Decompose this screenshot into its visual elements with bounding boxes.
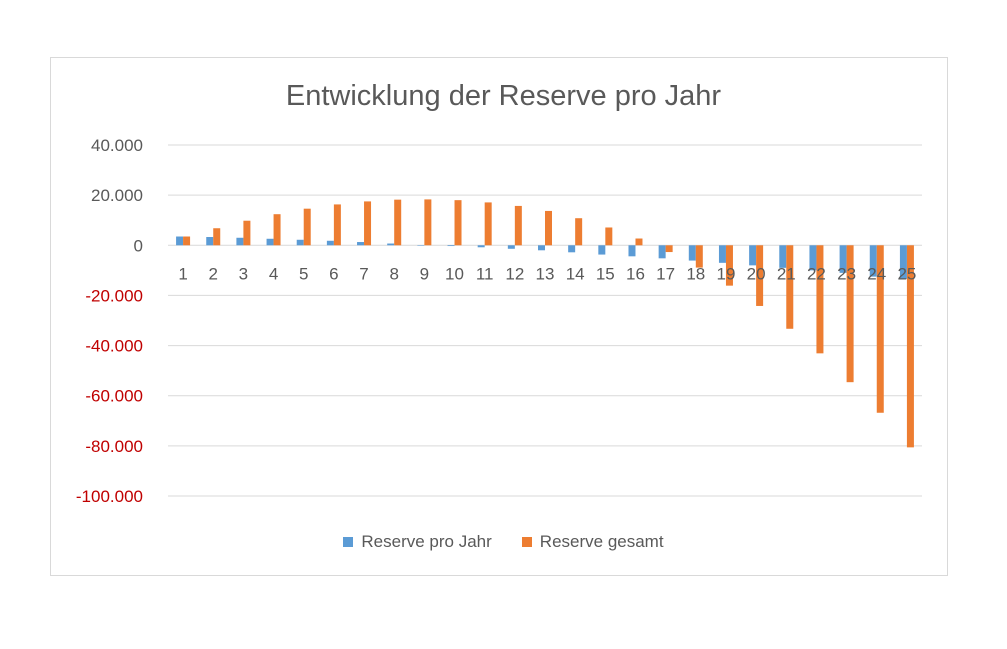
- bar-reserve-pro-jahr: [326, 240, 334, 246]
- y-tick-label: -100.000: [76, 487, 143, 506]
- bar-reserve-gesamt: [635, 238, 643, 246]
- bar-reserve-pro-jahr: [357, 242, 365, 246]
- bar-reserve-gesamt: [484, 202, 492, 246]
- y-tick-label: -60.000: [85, 387, 143, 406]
- x-tick-label: 15: [596, 264, 615, 283]
- legend-label: Reserve pro Jahr: [361, 532, 492, 551]
- bar-reserve-gesamt: [394, 199, 402, 246]
- bar-reserve-pro-jahr: [447, 245, 455, 247]
- bar-reserve-pro-jahr: [507, 245, 515, 249]
- bar-reserve-pro-jahr: [176, 236, 184, 246]
- x-tick-label: 7: [359, 264, 368, 283]
- bar-reserve-gesamt: [575, 218, 583, 246]
- x-tick-label: 19: [716, 264, 735, 283]
- bar-reserve-gesamt: [454, 200, 462, 246]
- x-tick-label: 25: [897, 264, 916, 283]
- bar-reserve-pro-jahr: [809, 245, 817, 271]
- bar-reserve-pro-jahr: [387, 243, 395, 246]
- bar-reserve-pro-jahr: [598, 245, 606, 255]
- bar-reserve-pro-jahr: [869, 245, 877, 277]
- x-tick-label: 12: [505, 264, 524, 283]
- legend-label: Reserve gesamt: [539, 532, 664, 551]
- bar-reserve-gesamt: [243, 220, 251, 246]
- bar-reserve-pro-jahr: [477, 245, 485, 248]
- legend-swatch-orange: [521, 537, 532, 547]
- bar-reserve-gesamt: [333, 204, 341, 246]
- y-tick-label: 20.000: [91, 186, 143, 205]
- chart-title: Entwicklung der Reserve pro Jahr: [285, 80, 722, 112]
- bar-reserve-gesamt: [786, 245, 794, 329]
- bar-reserve-pro-jahr: [296, 239, 304, 246]
- chart-legend: Reserve pro Jahr Reserve gesamt: [0, 532, 1007, 552]
- bar-reserve-pro-jahr: [568, 245, 576, 253]
- x-tick-label: 4: [269, 264, 278, 283]
- chart-frame: [50, 57, 948, 576]
- x-tick-label: 18: [686, 264, 705, 283]
- x-tick-label: 21: [777, 264, 796, 283]
- bar-reserve-gesamt: [695, 245, 703, 268]
- y-tick-label: -20.000: [85, 286, 143, 305]
- y-tick-label: -80.000: [85, 437, 143, 456]
- bar-reserve-pro-jahr: [417, 245, 425, 246]
- x-tick-label: 10: [445, 264, 464, 283]
- bar-reserve-gesamt: [213, 228, 221, 246]
- x-tick-label: 13: [536, 264, 555, 283]
- bar-reserve-gesamt: [303, 208, 311, 246]
- bar-reserve-gesamt: [876, 245, 884, 413]
- bar-reserve-pro-jahr: [628, 245, 636, 257]
- legend-item-reserve-gesamt: Reserve gesamt: [521, 532, 664, 552]
- x-tick-label: 3: [239, 264, 248, 283]
- legend-swatch-blue: [343, 537, 354, 547]
- bar-reserve-pro-jahr: [749, 245, 757, 266]
- x-tick-label: 6: [329, 264, 338, 283]
- bar-reserve-gesamt: [424, 199, 432, 246]
- x-tick-label: 11: [476, 264, 494, 283]
- bar-reserve-gesamt: [364, 201, 372, 246]
- bar-reserve-gesamt: [756, 245, 764, 306]
- bar-reserve-pro-jahr: [236, 237, 244, 246]
- bar-reserve-gesamt: [906, 245, 914, 448]
- x-tick-label: 20: [747, 264, 766, 283]
- y-tick-label: 0: [134, 236, 143, 255]
- x-tick-label: 1: [178, 264, 187, 283]
- x-tick-label: 23: [837, 264, 856, 283]
- bar-reserve-gesamt: [816, 245, 824, 354]
- bar-reserve-pro-jahr: [899, 245, 907, 280]
- bar-reserve-pro-jahr: [266, 238, 274, 246]
- bar-reserve-gesamt: [665, 245, 673, 253]
- bar-reserve-gesamt: [514, 205, 522, 246]
- x-tick-label: 22: [807, 264, 826, 283]
- x-tick-label: 17: [656, 264, 675, 283]
- x-tick-label: 9: [420, 264, 429, 283]
- bar-reserve-pro-jahr: [658, 245, 666, 259]
- bar-reserve-gesamt: [605, 227, 613, 246]
- bar-reserve-pro-jahr: [779, 245, 787, 268]
- x-tick-label: 5: [299, 264, 308, 283]
- x-tick-label: 16: [626, 264, 645, 283]
- bar-reserve-pro-jahr: [688, 245, 696, 261]
- x-tick-label: 14: [566, 264, 585, 283]
- y-tick-label: -40.000: [85, 337, 143, 356]
- bar-reserve-pro-jahr: [839, 245, 847, 273]
- bar-reserve-gesamt: [545, 210, 552, 246]
- x-tick-label: 8: [389, 264, 398, 283]
- legend-item-reserve-pro-jahr: Reserve pro Jahr: [343, 532, 492, 552]
- x-tick-label: 2: [209, 264, 218, 283]
- bar-reserve-gesamt: [273, 214, 281, 246]
- x-tick-label: 24: [867, 264, 886, 283]
- bar-reserve-gesamt: [183, 236, 191, 246]
- bar-reserve-pro-jahr: [718, 245, 726, 263]
- bar-reserve-pro-jahr: [206, 237, 214, 246]
- bar-reserve-pro-jahr: [538, 245, 545, 251]
- y-tick-label: 40.000: [91, 136, 143, 155]
- bar-reserve-gesamt: [846, 245, 854, 383]
- bar-reserve-gesamt: [725, 245, 733, 286]
